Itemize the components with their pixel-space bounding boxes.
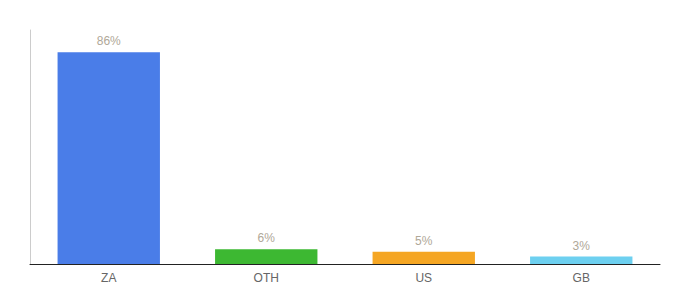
- svg-text:GB: GB: [573, 271, 590, 285]
- svg-text:OTH: OTH: [254, 271, 279, 285]
- svg-text:86%: 86%: [97, 34, 121, 48]
- svg-text:ZA: ZA: [101, 271, 116, 285]
- svg-text:3%: 3%: [573, 239, 591, 253]
- svg-text:6%: 6%: [258, 231, 276, 245]
- svg-text:US: US: [415, 271, 432, 285]
- svg-text:5%: 5%: [415, 234, 433, 248]
